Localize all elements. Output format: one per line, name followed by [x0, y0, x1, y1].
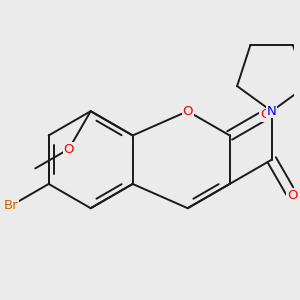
Text: Br: Br [4, 199, 18, 212]
Text: O: O [64, 142, 74, 155]
Text: N: N [267, 105, 277, 118]
Text: O: O [287, 189, 298, 202]
Text: O: O [182, 105, 193, 118]
Text: O: O [260, 108, 271, 121]
